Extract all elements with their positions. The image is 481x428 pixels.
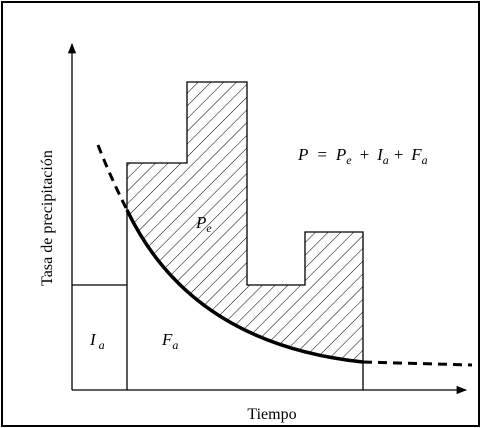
pe-label: Pe xyxy=(195,213,212,235)
eq-term: I xyxy=(376,145,384,164)
eq-plus: + xyxy=(359,145,370,164)
pe-sub: e xyxy=(206,221,212,235)
excess-area xyxy=(127,82,363,362)
eq-sub: a xyxy=(383,153,389,167)
eq-sign: = xyxy=(316,145,327,164)
y-label: Tasa de precipitación xyxy=(39,150,56,286)
hyetograph xyxy=(72,81,364,390)
fa-main: F xyxy=(161,330,173,349)
eq-term: P xyxy=(335,145,346,164)
ia-sub: a xyxy=(99,338,105,352)
eq-term: F xyxy=(410,145,422,164)
fa-sub: a xyxy=(172,338,178,352)
eq-sub: e xyxy=(346,153,352,167)
eq-sub: a xyxy=(422,153,428,167)
curve-dashed xyxy=(96,144,129,211)
ia-main: I xyxy=(89,330,97,349)
eq-lhs: P xyxy=(297,145,308,164)
equation: P = Pe + Ia + Fa xyxy=(297,145,428,168)
fa-label: Fa xyxy=(161,330,178,352)
curve-dashed xyxy=(362,360,473,367)
x-label: Tiempo xyxy=(247,406,296,423)
infiltration-curve xyxy=(125,209,364,364)
eq-plus: + xyxy=(393,145,404,164)
pe-main: P xyxy=(195,213,206,232)
